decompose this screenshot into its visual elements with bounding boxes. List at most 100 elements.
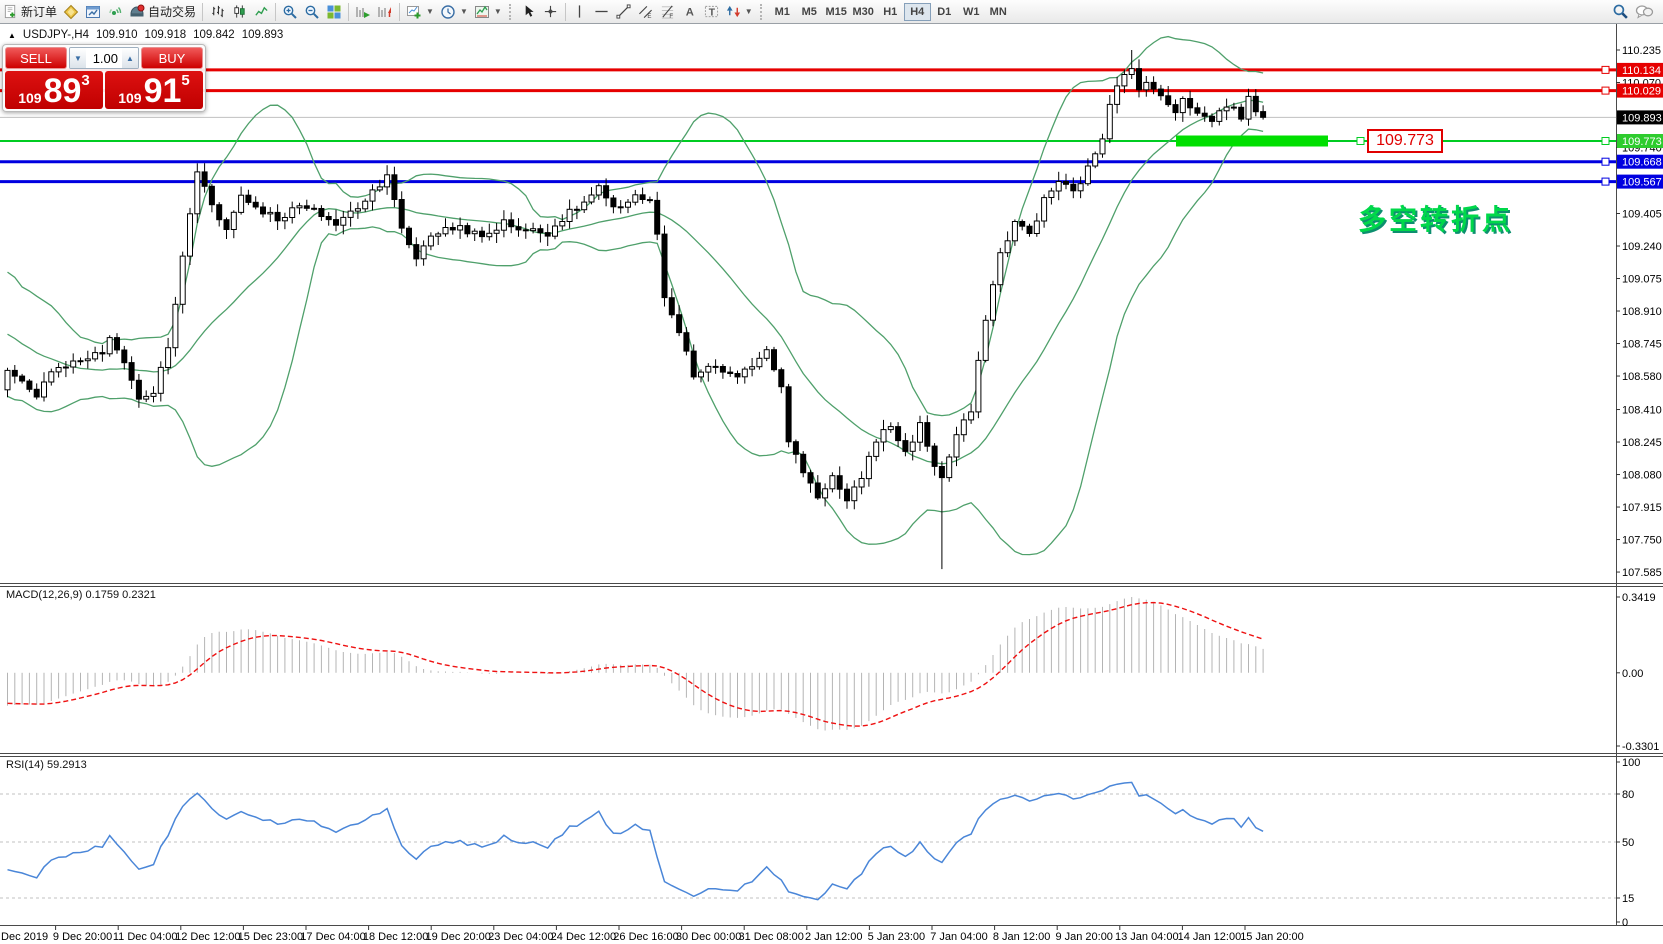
- timeframe-m5[interactable]: M5: [796, 3, 823, 21]
- sell-price-handle: 109: [18, 90, 42, 106]
- svg-text:11 Dec 04:00: 11 Dec 04:00: [113, 931, 178, 943]
- buy-button[interactable]: BUY: [141, 47, 203, 69]
- svg-text:109.567: 109.567: [1622, 177, 1662, 189]
- fibonacci-icon: F: [662, 5, 674, 19]
- new-order-button[interactable]: 新订单: [0, 2, 60, 22]
- timeframe-w1[interactable]: W1: [958, 3, 985, 21]
- svg-text:110.235: 110.235: [1622, 45, 1661, 57]
- svg-text:15: 15: [1622, 893, 1634, 905]
- auto-trading-icon: [130, 4, 145, 16]
- add-indicator-button[interactable]: ▼: [403, 2, 437, 22]
- svg-text:109.075: 109.075: [1622, 274, 1662, 286]
- chart-window-button[interactable]: [82, 2, 104, 22]
- chart-template-button[interactable]: ▼: [471, 2, 505, 22]
- horizontal-line-tool-button[interactable]: [591, 2, 613, 22]
- line-chart-type-button[interactable]: [250, 2, 272, 22]
- signal-button[interactable]: [104, 2, 126, 22]
- macd-label: MACD(12,26,9) 0.1759 0.2321: [6, 589, 156, 601]
- bar-chart-icon: [211, 5, 224, 18]
- search-icon: [1613, 4, 1628, 19]
- volume-input[interactable]: 1.00: [92, 50, 118, 66]
- zoom-out-icon: [305, 5, 319, 19]
- text-tool-button[interactable]: A: [679, 2, 701, 22]
- period-clock-button[interactable]: ▼: [437, 2, 471, 22]
- new-order-icon: [4, 4, 16, 19]
- svg-text:108.580: 108.580: [1622, 371, 1662, 383]
- timeframe-m30[interactable]: M30: [850, 3, 877, 21]
- svg-text:7 Jan 04:00: 7 Jan 04:00: [930, 931, 988, 943]
- timeframe-m15[interactable]: M15: [823, 3, 850, 21]
- svg-text:50: 50: [1622, 837, 1634, 849]
- svg-text:15 Jan 20:00: 15 Jan 20:00: [1240, 931, 1304, 943]
- tile-windows-button[interactable]: [323, 2, 345, 22]
- equidistant-channel-tool-button[interactable]: E: [635, 2, 657, 22]
- auto-trading-button[interactable]: 自动交易: [126, 2, 199, 22]
- pivot-price-callout[interactable]: 109.773: [1367, 129, 1443, 153]
- gold-tag-button[interactable]: [60, 2, 82, 22]
- toolbar-right-group: [1609, 2, 1657, 22]
- vertical-line-tool-button[interactable]: [569, 2, 591, 22]
- fibonacci-tool-button[interactable]: F: [657, 2, 679, 22]
- chart-canvas[interactable]: 110.235110.070109.740109.405109.240109.0…: [0, 24, 1663, 944]
- top-toolbar: 新订单 自动交易: [0, 0, 1663, 24]
- svg-text:109.405: 109.405: [1622, 209, 1662, 221]
- svg-text:2 Jan 12:00: 2 Jan 12:00: [805, 931, 863, 943]
- volume-down-button[interactable]: ▼: [70, 48, 86, 68]
- buy-price[interactable]: 109 91 5: [105, 71, 203, 109]
- one-click-trade-panel: SELL ▼ 1.00 ▲ BUY 109 89 3 109 91 5: [2, 44, 206, 112]
- svg-text:108.080: 108.080: [1622, 470, 1662, 482]
- bull-bear-turning-point-annotation[interactable]: 多空转折点: [1358, 204, 1514, 235]
- dropdown-caret-icon: ▼: [459, 7, 468, 16]
- tile-windows-icon: [327, 5, 341, 18]
- toolbar-separator: [275, 2, 277, 21]
- chat-button[interactable]: [1632, 2, 1657, 22]
- svg-text:23 Dec 04:00: 23 Dec 04:00: [488, 931, 553, 943]
- auto-scroll-icon: [356, 6, 371, 18]
- cursor-tool-button[interactable]: [518, 2, 540, 22]
- zoom-out-button[interactable]: [301, 2, 323, 22]
- timeframe-m1[interactable]: M1: [769, 3, 796, 21]
- crosshair-tool-button[interactable]: [540, 2, 562, 22]
- search-button[interactable]: [1609, 2, 1632, 22]
- svg-text:108.745: 108.745: [1622, 339, 1662, 351]
- crosshair-icon: [545, 5, 557, 18]
- svg-text:12 Dec 12:00: 12 Dec 12:00: [175, 931, 240, 943]
- zoom-in-button[interactable]: [279, 2, 301, 22]
- text-label-tool-button[interactable]: T: [701, 2, 723, 22]
- sell-price[interactable]: 109 89 3: [5, 71, 103, 109]
- candlestick-type-button[interactable]: [228, 2, 250, 22]
- chat-icon: [1635, 5, 1654, 19]
- svg-text:24 Dec 12:00: 24 Dec 12:00: [551, 931, 616, 943]
- svg-text:15 Dec 23:00: 15 Dec 23:00: [238, 931, 303, 943]
- volume-up-button[interactable]: ▲: [122, 48, 138, 68]
- collapse-triangle-icon: ▲: [8, 30, 16, 40]
- timeframe-mn[interactable]: MN: [985, 3, 1012, 21]
- svg-text:109.893: 109.893: [1622, 112, 1662, 124]
- bar-chart-type-button[interactable]: [206, 2, 228, 22]
- timeframe-h4[interactable]: H4: [903, 2, 931, 21]
- trendline-tool-button[interactable]: [613, 2, 635, 22]
- timeframe-h1[interactable]: H1: [877, 3, 904, 21]
- candlestick-icon: [233, 5, 245, 18]
- vertical-line-icon: [579, 5, 581, 18]
- svg-text:E: E: [648, 13, 652, 19]
- svg-text:19 Dec 20:00: 19 Dec 20:00: [425, 931, 490, 943]
- arrows-tool-button[interactable]: ▼: [723, 2, 756, 22]
- chart-window-icon: [86, 5, 101, 18]
- auto-scroll-button[interactable]: [352, 2, 374, 22]
- sell-button[interactable]: SELL: [5, 47, 67, 69]
- svg-text:F: F: [670, 13, 674, 19]
- volume-stepper: ▼ 1.00 ▲: [69, 47, 139, 69]
- arrows-icon: [726, 5, 740, 18]
- rsi-label: RSI(14) 59.2913: [6, 759, 87, 771]
- svg-text:0: 0: [1622, 917, 1628, 929]
- svg-text:13 Jan 04:00: 13 Jan 04:00: [1115, 931, 1179, 943]
- svg-text:110.134: 110.134: [1622, 65, 1661, 77]
- ohlc-high: 109.918: [144, 29, 187, 41]
- timeframe-d1[interactable]: D1: [931, 3, 958, 21]
- toolbar-grip: [759, 3, 766, 20]
- chart-shift-button[interactable]: [374, 2, 396, 22]
- ohlc-low: 109.842: [193, 29, 235, 41]
- svg-text:80: 80: [1622, 789, 1634, 801]
- svg-text:5 Jan 23:00: 5 Jan 23:00: [868, 931, 926, 943]
